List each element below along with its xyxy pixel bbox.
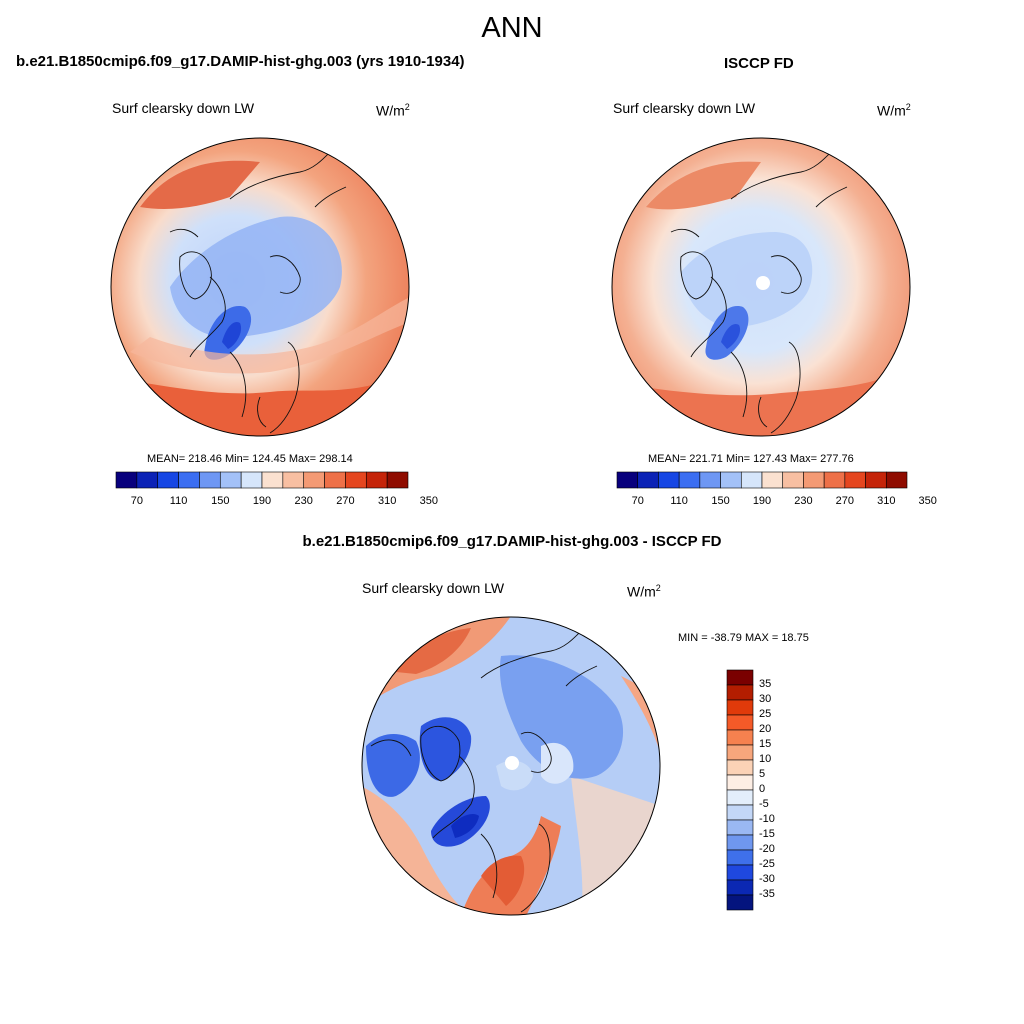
- diff-units-label: W/m2: [627, 583, 661, 600]
- model-colorbar-swatch: [115, 471, 138, 489]
- diff-colorbar-tick: 0: [759, 783, 766, 795]
- diff-colorbar: [726, 669, 754, 911]
- model-colorbar-swatch: [178, 471, 200, 489]
- obs-colorbar-tick: 310: [877, 495, 896, 507]
- model-colorbar-swatch: [136, 471, 159, 489]
- obs-colorbar-swatch: [740, 471, 763, 489]
- obs-colorbar-swatch: [699, 471, 721, 489]
- model-colorbar-swatch: [303, 471, 325, 489]
- obs-colorbar-swatch: [658, 471, 680, 489]
- model-colorbar-tick: 150: [211, 495, 230, 507]
- model-stats: MEAN= 218.46 Min= 124.45 Max= 298.14: [147, 453, 353, 465]
- model-panel-header: b.e21.B1850cmip6.f09_g17.DAMIP-hist-ghg.…: [16, 53, 465, 70]
- diff-colorbar-tick: 25: [759, 708, 772, 720]
- model-colorbar-tick: 270: [336, 495, 355, 507]
- diff-colorbar-swatch: [726, 774, 754, 791]
- obs-colorbar: [616, 471, 908, 489]
- obs-colorbar-tick: 110: [670, 495, 688, 507]
- obs-colorbar-swatch: [782, 471, 804, 489]
- diff-panel-header: b.e21.B1850cmip6.f09_g17.DAMIP-hist-ghg.…: [302, 533, 722, 550]
- diff-colorbar-swatch: [726, 819, 754, 836]
- diff-colorbar-tick: -35: [759, 888, 775, 900]
- model-colorbar-tick: 350: [419, 495, 439, 507]
- diff-colorbar-swatch: [726, 789, 754, 806]
- model-colorbar-tick: 310: [377, 495, 397, 507]
- diff-colorbar-swatch: [726, 864, 754, 881]
- model-colorbar-swatch: [219, 471, 242, 489]
- diff-polar-map: [361, 616, 661, 916]
- diff-colorbar-swatch: [726, 699, 754, 716]
- model-colorbar-tick: 190: [252, 495, 272, 507]
- model-units-label: W/m2: [376, 102, 410, 119]
- model-colorbar-swatch: [282, 471, 305, 489]
- diff-colorbar-tick: 30: [759, 693, 772, 705]
- diff-colorbar-swatch: [726, 879, 754, 896]
- diff-colorbar-tick: -10: [759, 813, 775, 825]
- diff-colorbar-tick: 10: [759, 753, 772, 765]
- obs-colorbar-tick: 150: [711, 495, 730, 507]
- diff-colorbar-swatch: [726, 849, 754, 866]
- obs-stats: MEAN= 221.71 Min= 127.43 Max= 277.76: [648, 453, 854, 465]
- diff-colorbar-swatch: [726, 729, 754, 746]
- obs-colorbar-swatch: [616, 471, 639, 489]
- diff-stats: MIN = -38.79 MAX = 18.75: [678, 632, 809, 644]
- obs-colorbar-tick: 270: [835, 495, 855, 507]
- diff-colorbar-tick: -5: [759, 798, 769, 810]
- diff-variable-label: Surf clearsky down LW: [362, 580, 505, 596]
- obs-colorbar-swatch: [761, 471, 784, 489]
- model-colorbar-tick: 230: [294, 495, 313, 507]
- model-colorbar-swatch: [199, 471, 221, 489]
- diff-colorbar-tick: -30: [759, 873, 775, 885]
- diff-colorbar-tick: 35: [759, 678, 772, 690]
- obs-colorbar-swatch: [823, 471, 846, 489]
- diff-colorbar-swatch: [726, 834, 754, 851]
- diff-colorbar-swatch: [726, 684, 754, 701]
- diff-colorbar-swatch: [726, 714, 754, 731]
- obs-polar-map: [611, 137, 911, 437]
- model-colorbar-swatch: [345, 471, 367, 489]
- diff-colorbar-swatch: [726, 744, 754, 761]
- diff-colorbar-swatch: [726, 669, 754, 686]
- diff-colorbar-tick: 15: [759, 738, 772, 750]
- obs-colorbar-tick: 190: [752, 495, 772, 507]
- diff-colorbar-swatch: [726, 894, 754, 911]
- diff-colorbar-swatch: [726, 759, 754, 776]
- obs-colorbar-tick: 350: [918, 495, 937, 507]
- obs-colorbar-swatch: [844, 471, 866, 489]
- obs-colorbar-tick: 70: [631, 495, 644, 507]
- diff-colorbar-swatch: [726, 804, 754, 821]
- diff-colorbar-tick: -20: [759, 843, 775, 855]
- obs-units-label: W/m2: [877, 102, 911, 119]
- diff-colorbar-tick: 20: [759, 723, 772, 735]
- model-colorbar-swatch: [365, 471, 388, 489]
- obs-colorbar-swatch: [865, 471, 887, 489]
- obs-colorbar-swatch: [803, 471, 825, 489]
- main-title: ANN: [481, 12, 543, 44]
- model-polar-map: [110, 137, 410, 437]
- model-colorbar-swatch: [157, 471, 179, 489]
- model-variable-label: Surf clearsky down LW: [112, 100, 255, 116]
- model-colorbar-tick: 110: [169, 495, 188, 507]
- model-colorbar-tick: 70: [130, 495, 143, 507]
- obs-colorbar-tick: 230: [794, 495, 813, 507]
- obs-colorbar-swatch: [637, 471, 659, 489]
- model-colorbar-swatch: [324, 471, 346, 489]
- model-colorbar-swatch: [240, 471, 263, 489]
- obs-colorbar-swatch: [678, 471, 701, 489]
- obs-colorbar-swatch: [720, 471, 742, 489]
- model-colorbar-swatch: [386, 471, 409, 489]
- diff-colorbar-tick: 5: [759, 768, 766, 780]
- obs-variable-label: Surf clearsky down LW: [613, 100, 756, 116]
- model-colorbar-swatch: [261, 471, 284, 489]
- model-colorbar: [115, 471, 409, 489]
- obs-colorbar-swatch: [885, 471, 908, 489]
- diff-colorbar-tick: -25: [759, 858, 775, 870]
- obs-panel-header: ISCCP FD: [724, 55, 794, 72]
- diff-colorbar-tick: -15: [759, 828, 775, 840]
